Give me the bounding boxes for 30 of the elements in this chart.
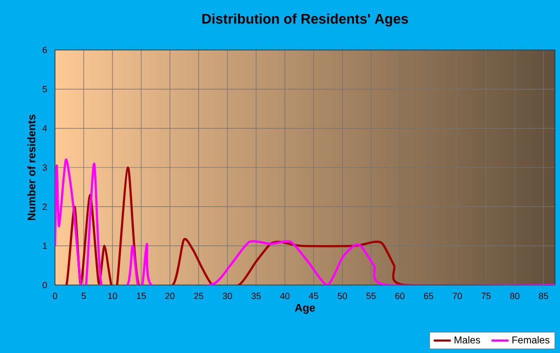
x-tick-label: 25 xyxy=(194,292,204,300)
x-axis-title: Age xyxy=(294,304,315,314)
x-tick-label: 30 xyxy=(222,292,232,300)
y-tick-label: 1 xyxy=(42,242,47,249)
chart-title: Distribution of Residents' Ages xyxy=(202,13,408,27)
x-tick-label: 65 xyxy=(424,292,434,300)
x-tick-label: 5 xyxy=(82,292,86,300)
x-tick-label: 40 xyxy=(280,292,290,300)
x-tick-label: 70 xyxy=(452,292,462,300)
x-tick-label: 20 xyxy=(165,292,175,300)
legend-label: Males xyxy=(454,336,480,344)
y-tick-label: 6 xyxy=(42,46,47,54)
x-tick-label: 55 xyxy=(366,292,376,300)
x-tick-label: 80 xyxy=(510,292,520,300)
y-tick-label: 5 xyxy=(42,86,47,92)
y-axis-title: Number of residents xyxy=(27,114,36,220)
y-tick-label: 2 xyxy=(42,204,47,210)
x-tick-label: 15 xyxy=(136,292,146,300)
x-tick-label: 85 xyxy=(538,292,548,300)
x-tick-label: 50 xyxy=(338,292,347,300)
x-tick-label: 10 xyxy=(108,292,118,300)
x-tick-label: 75 xyxy=(482,292,491,300)
y-tick-label: 0 xyxy=(42,282,47,288)
x-tick-label: 45 xyxy=(308,292,318,300)
legend-label: Females xyxy=(512,336,550,344)
x-tick-label: 0 xyxy=(52,292,58,300)
y-tick-label: 3 xyxy=(42,164,47,171)
x-tick-label: 35 xyxy=(252,292,261,300)
y-tick-label: 4 xyxy=(42,125,47,132)
x-tick-label: 60 xyxy=(395,292,404,300)
